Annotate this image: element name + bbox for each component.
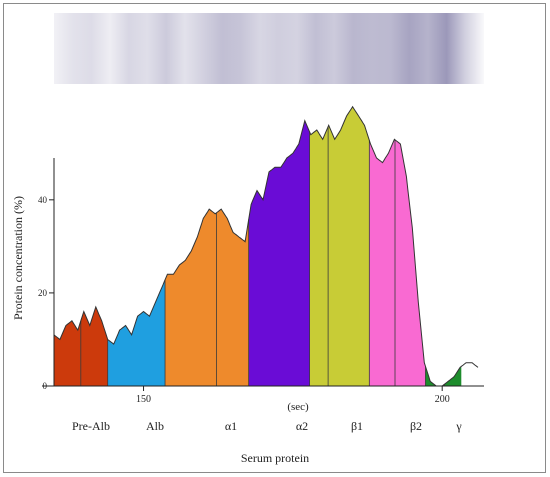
fraction-areas [53, 107, 462, 387]
area-α1 [165, 209, 249, 386]
series-label: Alb [146, 419, 164, 433]
area-α2 [248, 121, 310, 387]
series-label: β2 [410, 419, 422, 433]
fraction-dividers [80, 126, 445, 386]
fraction-labels: Pre-Alb Alb α1 α2 β1 β2 γ [72, 419, 462, 433]
area-Alb [107, 279, 166, 386]
series-label: γ [455, 419, 462, 433]
y-tick-label: 40 [38, 195, 48, 205]
curve-outline [53, 105, 479, 387]
y-tick-label: 0 [43, 381, 48, 391]
y-tick-label: 20 [38, 288, 48, 298]
series-label: Pre-Alb [72, 419, 110, 433]
series-label: α1 [225, 419, 237, 433]
x-axis-title: Serum protein [241, 451, 309, 465]
x-tick-label: 150 [136, 394, 151, 405]
gel-strip [54, 13, 484, 84]
area-β2 [369, 139, 426, 386]
area-γ [425, 366, 462, 386]
series-label: α2 [296, 419, 308, 433]
x-tick-label: 200 [435, 394, 450, 405]
x-unit-label: (sec) [287, 401, 309, 413]
series-label: β1 [351, 419, 363, 433]
y-ticks: 0 20 40 [38, 195, 54, 391]
y-axis-title: Protein concentration (%) [11, 196, 25, 320]
x-ticks: 150 200 [136, 386, 450, 405]
area-β1 [309, 107, 370, 386]
